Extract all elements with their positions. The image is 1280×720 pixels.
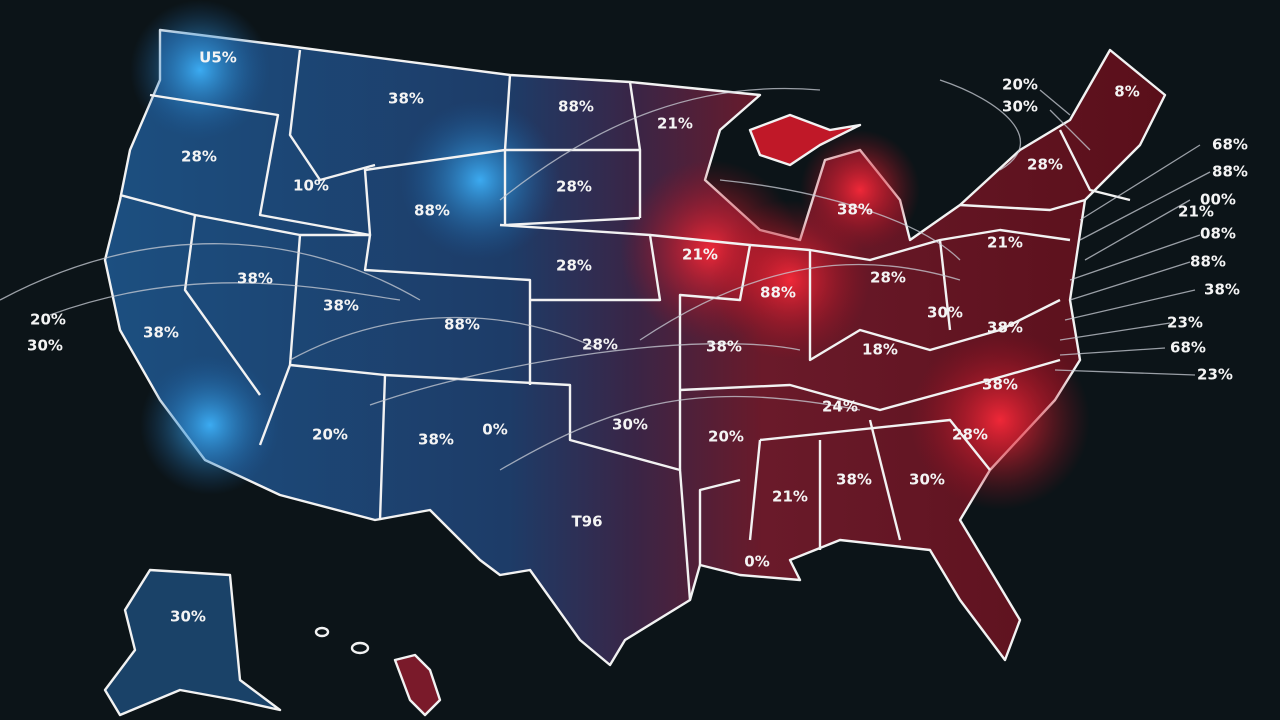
state-label: 0%	[744, 553, 769, 571]
state-label: 21%	[772, 488, 808, 506]
state-label: U5%	[199, 49, 237, 67]
state-label: 30%	[909, 471, 945, 489]
state-label: T96	[571, 513, 602, 531]
state-label: 20%	[1002, 76, 1038, 94]
state-label: 8%	[1114, 83, 1139, 101]
state-label: 38%	[143, 324, 179, 342]
state-label: 21%	[657, 115, 693, 133]
state-label: 38%	[706, 338, 742, 356]
state-label: 21%	[1178, 203, 1214, 221]
state-label: 28%	[582, 336, 618, 354]
labels: U5% 38% 88% 21% 28% 10% 88% 28% 21% 28% 38% 38% 88% 3…	[27, 49, 1248, 626]
state-label: 28%	[556, 257, 592, 275]
state-label: 08%	[1200, 225, 1236, 243]
state-label: 28%	[952, 426, 988, 444]
state-label: 23%	[1167, 314, 1203, 332]
state-label: 28%	[1027, 156, 1063, 174]
alaska-hawaii	[103, 568, 442, 717]
state-label: 30%	[170, 608, 206, 626]
state-label: 38%	[836, 471, 872, 489]
state-label: 68%	[1170, 339, 1206, 357]
state-label: 68%	[1212, 136, 1248, 154]
state-label: 88%	[760, 284, 796, 302]
state-label: 28%	[181, 148, 217, 166]
state-label: 20%	[312, 426, 348, 444]
state-label: 38%	[237, 270, 273, 288]
state-label: 38%	[323, 297, 359, 315]
state-label: 21%	[682, 246, 718, 264]
state-label: 38%	[1204, 281, 1240, 299]
state-label: 30%	[612, 416, 648, 434]
state-label: 30%	[1002, 98, 1038, 116]
state-label: 24%	[822, 398, 858, 416]
state-label: 88%	[1212, 163, 1248, 181]
state-label: 28%	[870, 269, 906, 287]
state-label: 10%	[293, 177, 329, 195]
state-label: 88%	[1190, 253, 1226, 271]
state-label: 28%	[556, 178, 592, 196]
state-label: 30%	[27, 337, 63, 355]
state-label: 38%	[418, 431, 454, 449]
state-label: 38%	[987, 319, 1023, 337]
glows	[130, 0, 1090, 510]
state-label: 0%	[482, 421, 507, 439]
state-label: 20%	[30, 311, 66, 329]
state-label: 00%	[1200, 191, 1236, 209]
state-label: 38%	[982, 376, 1018, 394]
state-label: 23%	[1197, 366, 1233, 384]
state-label: 18%	[862, 341, 898, 359]
state-label: 30%	[927, 304, 963, 322]
state-label: 88%	[444, 316, 480, 334]
state-label: 88%	[414, 202, 450, 220]
arcs	[0, 79, 1211, 471]
state-label: 21%	[987, 234, 1023, 252]
state-label: 20%	[708, 428, 744, 446]
state-label: 38%	[837, 201, 873, 219]
state-label: 38%	[388, 90, 424, 108]
state-label: 88%	[558, 98, 594, 116]
